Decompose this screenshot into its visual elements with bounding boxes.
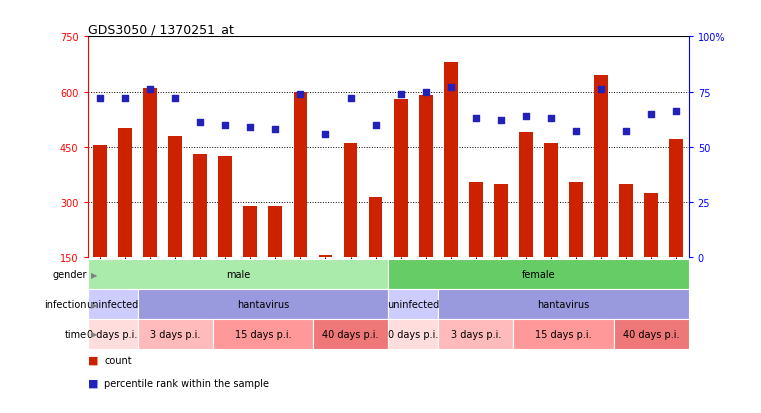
Bar [88, 319, 138, 349]
Point [119, 96, 131, 102]
Text: male: male [226, 270, 250, 280]
Bar [645, 193, 658, 258]
Bar [269, 206, 282, 258]
Point [645, 111, 658, 118]
Bar [218, 157, 232, 258]
Bar [93, 146, 107, 258]
Text: 0 days p.i.: 0 days p.i. [388, 329, 438, 339]
Bar [594, 76, 608, 258]
Bar [469, 183, 482, 258]
Text: hantavirus: hantavirus [537, 299, 590, 309]
Point [295, 91, 307, 98]
Point [419, 89, 431, 96]
Point [620, 129, 632, 135]
Point [345, 96, 357, 102]
Point [444, 85, 457, 91]
Bar [438, 319, 514, 349]
Text: time: time [65, 329, 87, 339]
Bar [313, 319, 388, 349]
Bar [388, 290, 438, 319]
Bar [669, 140, 683, 258]
Point [470, 116, 482, 122]
Point [370, 122, 382, 129]
Text: uninfected: uninfected [387, 299, 439, 309]
Bar [444, 63, 457, 258]
Bar [514, 319, 613, 349]
Point [570, 129, 582, 135]
Point [394, 91, 406, 98]
Text: 40 days p.i.: 40 days p.i. [623, 329, 680, 339]
Text: GDS3050 / 1370251_at: GDS3050 / 1370251_at [88, 23, 234, 36]
Text: 3 days p.i.: 3 days p.i. [451, 329, 501, 339]
Point [520, 113, 532, 120]
Text: ▶: ▶ [91, 270, 97, 279]
Bar [344, 144, 358, 258]
Text: ■: ■ [88, 355, 101, 365]
Bar [294, 92, 307, 258]
Bar [143, 89, 157, 258]
Text: ▶: ▶ [91, 300, 97, 309]
Bar [138, 290, 388, 319]
Bar [213, 319, 313, 349]
Text: gender: gender [53, 270, 87, 280]
Bar [118, 129, 132, 258]
Point [144, 87, 156, 93]
Bar [569, 183, 583, 258]
Text: hantavirus: hantavirus [237, 299, 289, 309]
Bar [88, 290, 138, 319]
Text: uninfected: uninfected [87, 299, 139, 309]
Text: ▶: ▶ [91, 330, 97, 339]
Point [595, 87, 607, 93]
Point [219, 122, 231, 129]
Text: count: count [104, 355, 132, 365]
Text: 3 days p.i.: 3 days p.i. [150, 329, 200, 339]
Point [244, 124, 256, 131]
Point [194, 120, 206, 126]
Text: percentile rank within the sample: percentile rank within the sample [104, 378, 269, 388]
Text: ■: ■ [88, 378, 101, 388]
Bar [193, 155, 207, 258]
Point [94, 96, 106, 102]
Bar [494, 184, 508, 258]
Bar [388, 260, 689, 290]
Bar [368, 197, 383, 258]
Text: 40 days p.i.: 40 days p.i. [323, 329, 379, 339]
Point [169, 96, 181, 102]
Point [269, 126, 282, 133]
Bar [519, 133, 533, 258]
Text: 15 days p.i.: 15 days p.i. [234, 329, 291, 339]
Text: 0 days p.i.: 0 days p.i. [88, 329, 138, 339]
Bar [438, 290, 689, 319]
Bar [619, 184, 633, 258]
Point [495, 118, 507, 124]
Point [545, 116, 557, 122]
Bar [88, 260, 388, 290]
Bar [393, 100, 408, 258]
Bar [319, 256, 333, 258]
Point [320, 131, 332, 138]
Point [670, 109, 683, 116]
Bar [244, 206, 257, 258]
Text: infection: infection [44, 299, 87, 309]
Bar [544, 144, 558, 258]
Text: 15 days p.i.: 15 days p.i. [535, 329, 592, 339]
Bar [138, 319, 213, 349]
Bar [419, 96, 432, 258]
Bar [613, 319, 689, 349]
Bar [168, 136, 182, 258]
Text: female: female [521, 270, 556, 280]
Bar [388, 319, 438, 349]
